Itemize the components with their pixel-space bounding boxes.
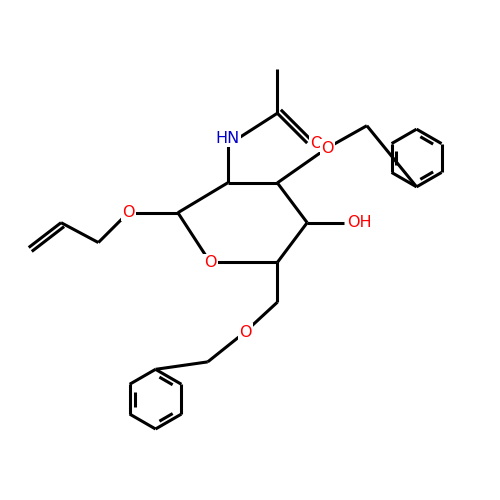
- Text: OH: OH: [347, 215, 372, 230]
- Text: HN: HN: [216, 130, 240, 146]
- Text: O: O: [310, 136, 322, 150]
- Text: O: O: [321, 140, 334, 156]
- Text: O: O: [239, 324, 252, 340]
- Text: O: O: [122, 205, 134, 220]
- Text: O: O: [204, 255, 216, 270]
